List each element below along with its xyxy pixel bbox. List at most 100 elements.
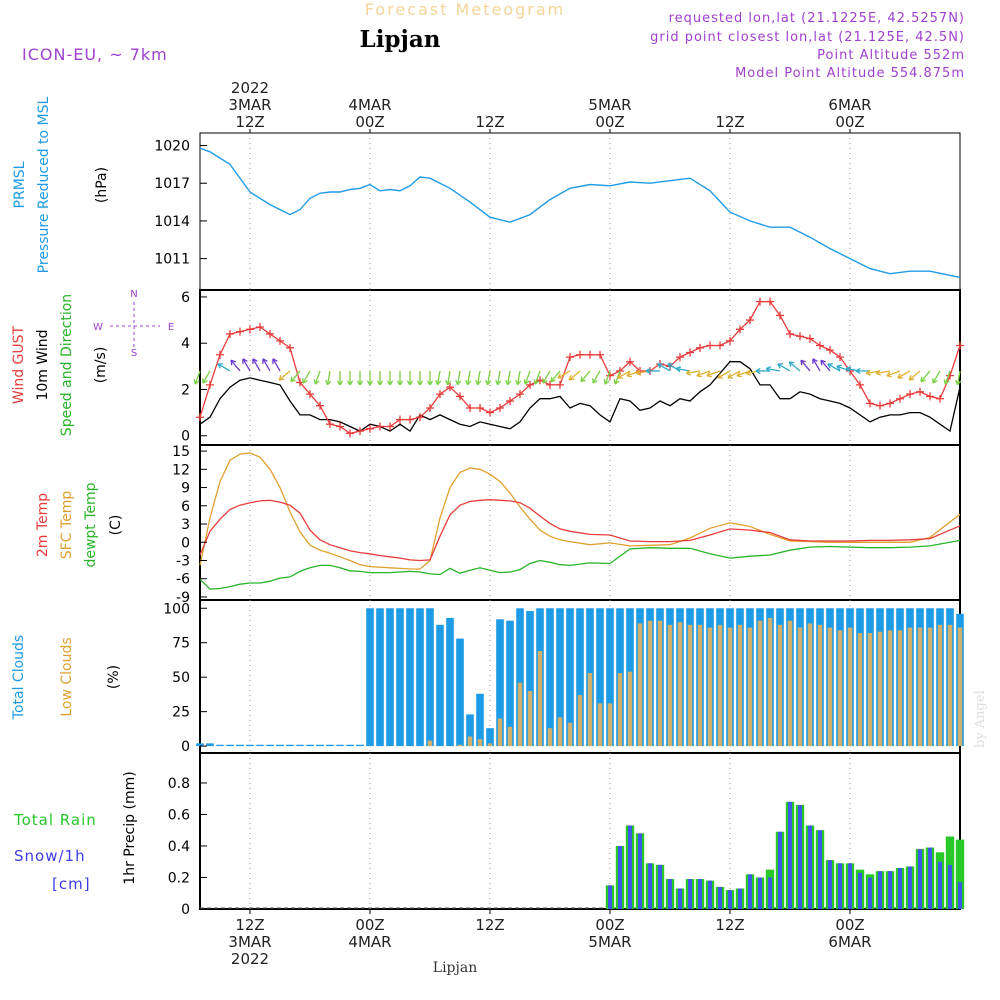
wind-direction-arrow xyxy=(516,370,521,385)
snow-bar xyxy=(888,871,892,909)
y-tick-label-temperature: -9 xyxy=(176,590,190,606)
wind-direction-arrowhead xyxy=(706,371,712,378)
wind-direction-arrowhead xyxy=(603,379,610,385)
panel-labels: PRMSL Pressure Reduced to MSL (hPa) Wind GU… xyxy=(11,96,138,893)
low-cloud-bar xyxy=(937,624,943,747)
wind-gust-marker xyxy=(456,392,464,401)
y-tick-label-precip: 0.2 xyxy=(168,870,190,886)
low-cloud-bar xyxy=(757,620,763,747)
y-tick-label-temperature: -6 xyxy=(176,572,190,588)
dewpoint-line xyxy=(199,539,961,590)
wind-gust-marker xyxy=(406,415,414,424)
wind-gust-marker xyxy=(866,399,874,408)
wind-direction-arrowhead xyxy=(920,376,926,383)
low-cloud-bar xyxy=(527,690,533,747)
total-cloud-bar xyxy=(316,744,324,747)
wind-gust-line xyxy=(199,300,961,435)
low-cloud-bar xyxy=(687,624,693,747)
wind-direction-arrowhead xyxy=(325,379,332,386)
low-cloud-bar xyxy=(567,722,573,747)
wind-direction-arrowhead xyxy=(635,369,642,376)
low-cloud-bar xyxy=(877,631,883,747)
wind-gust-marker xyxy=(396,415,404,424)
wind-gust-marker xyxy=(416,413,424,422)
wind-gust-marker xyxy=(876,401,884,410)
low-cloud-bar xyxy=(717,624,723,747)
total-cloud-bar xyxy=(236,744,244,747)
wind-direction-arrowhead xyxy=(855,367,861,375)
wind-gust-marker xyxy=(886,399,894,408)
wind-gust-marker xyxy=(476,403,484,412)
total-cloud-bar xyxy=(416,608,424,747)
wind-speed-line xyxy=(199,361,961,433)
wind-gust-marker xyxy=(236,327,244,336)
wind-gust-marker xyxy=(746,316,754,325)
low-cloud-bar xyxy=(627,671,633,747)
wind-gust-marker xyxy=(716,341,724,350)
y-tick-label-temperature: 3 xyxy=(181,517,190,533)
y-tick-label-temperature: 9 xyxy=(181,481,190,497)
total-cloud-bar xyxy=(376,608,384,747)
pressure-line xyxy=(199,147,961,279)
snow-bar xyxy=(758,877,762,909)
wind-direction-arrow xyxy=(550,370,561,383)
wind-direction-arrowhead xyxy=(557,373,563,379)
wind-direction-arrow xyxy=(686,370,701,375)
total-cloud-bar xyxy=(546,608,554,747)
wind-gust-marker xyxy=(776,311,784,320)
y-tick-label-clouds: 50 xyxy=(172,670,190,686)
low-cloud-bar xyxy=(677,622,683,747)
total-cloud-bar xyxy=(476,693,484,747)
compass-n: N xyxy=(130,289,137,300)
wind-direction-arrow xyxy=(230,359,241,372)
top-tick-label: 12Z xyxy=(715,113,744,131)
total-cloud-bar xyxy=(246,744,254,747)
panel-label-pressure: PRMSL xyxy=(12,161,28,208)
info-line-1: requested lon,lat (21.1225E, 42.5257N) xyxy=(669,11,965,26)
total-cloud-bar xyxy=(366,608,374,747)
low-cloud-bar xyxy=(577,695,583,747)
bottom-tick-label: 2022 xyxy=(231,950,269,968)
wind-direction-arrowhead xyxy=(272,358,278,364)
compass-e: E xyxy=(168,322,174,333)
wind-gust-marker xyxy=(256,323,264,332)
clouds-series xyxy=(196,608,964,747)
wind-gust-marker xyxy=(336,422,344,431)
wind-gust-marker xyxy=(436,390,444,399)
wind-direction-arrow xyxy=(788,361,801,372)
wind-gust-marker xyxy=(516,390,524,399)
total-cloud-bar xyxy=(356,744,364,747)
panel-label-clouds: Low Clouds xyxy=(59,637,75,716)
total-cloud-bar xyxy=(446,617,454,747)
y-tick-label-precip: 0.8 xyxy=(168,776,190,792)
total-cloud-bar xyxy=(346,744,354,747)
y-tick-label-wind: 6 xyxy=(181,290,190,306)
low-cloud-bar xyxy=(847,627,853,747)
wind-direction-arrow xyxy=(290,370,301,383)
low-cloud-bar xyxy=(557,717,563,747)
location-title: Lipjan xyxy=(360,26,441,53)
wind-gust-marker xyxy=(286,343,294,352)
wind-direction-arrowhead xyxy=(336,380,344,386)
wind-direction-arrowhead xyxy=(667,363,673,369)
y-tick-label-clouds: 75 xyxy=(172,636,190,652)
low-cloud-bar xyxy=(787,620,793,747)
y-tick-label-wind: 0 xyxy=(181,429,190,445)
wind-direction-arrowhead xyxy=(812,358,818,364)
top-tick-label: 4MAR xyxy=(348,96,391,114)
snow-bar xyxy=(718,886,722,909)
low-cloud-bar xyxy=(867,633,873,747)
wind-gust-marker xyxy=(206,380,214,389)
wind-direction-arrow xyxy=(486,370,491,385)
wind-direction-arrow xyxy=(476,370,481,385)
snow-bar xyxy=(898,868,902,909)
wind-direction-arrowhead xyxy=(788,361,795,367)
top-tick-label: 00Z xyxy=(835,113,864,131)
top-tick-label: 12Z xyxy=(235,113,264,131)
wind-direction-arrow xyxy=(272,358,281,372)
time-gridlines xyxy=(249,133,851,909)
total-cloud-bar xyxy=(516,608,524,747)
wind-direction-arrowhead xyxy=(242,358,248,364)
snow-bar xyxy=(788,801,792,909)
low-cloud-bar xyxy=(657,620,663,747)
